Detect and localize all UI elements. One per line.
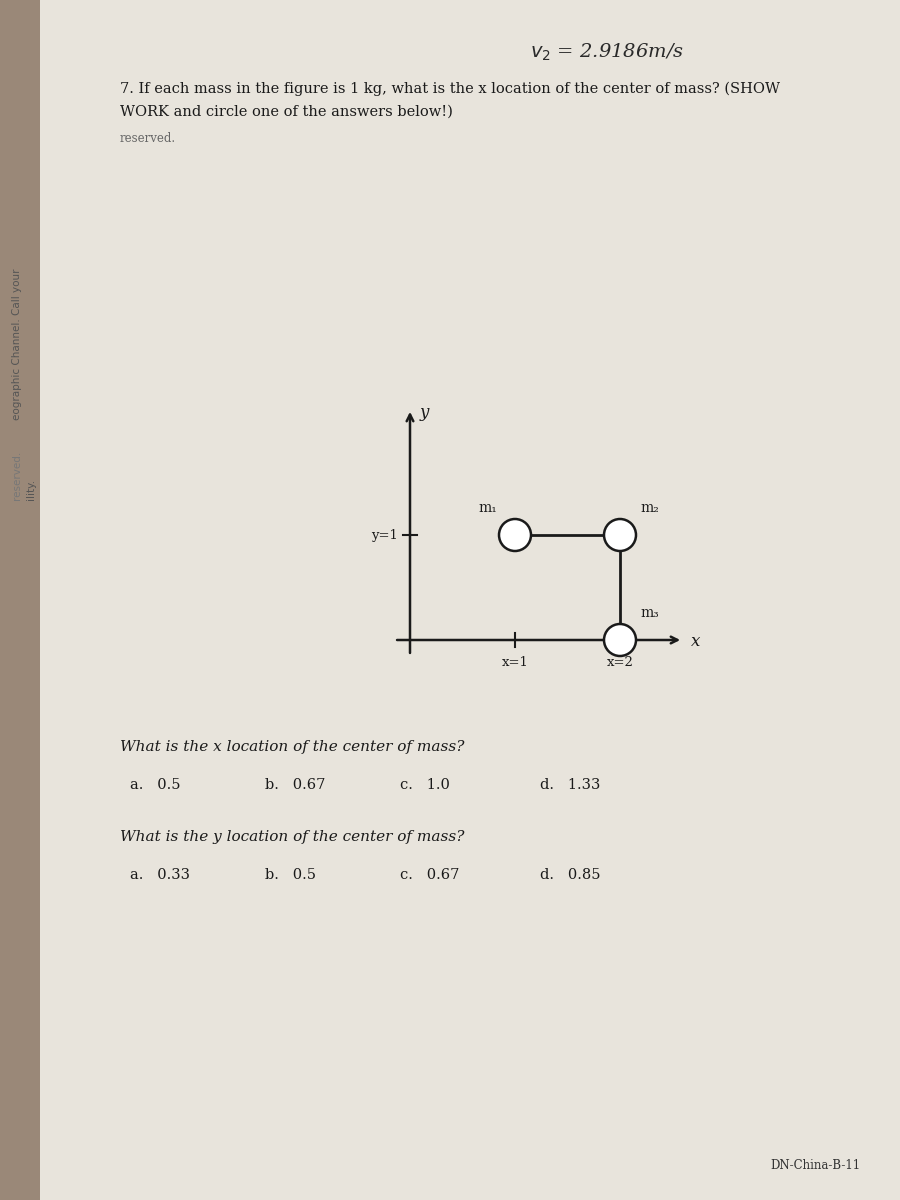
Text: a.   0.33: a. 0.33 xyxy=(130,868,190,882)
Circle shape xyxy=(499,518,531,551)
Text: y: y xyxy=(420,404,429,421)
Text: b.   0.67: b. 0.67 xyxy=(265,778,326,792)
Text: m₃: m₃ xyxy=(640,606,659,620)
Text: x=1: x=1 xyxy=(501,656,528,670)
Text: DN-China-B-11: DN-China-B-11 xyxy=(770,1159,860,1172)
Bar xyxy=(0,0,45,1200)
Text: m₁: m₁ xyxy=(478,502,497,515)
Text: c.   1.0: c. 1.0 xyxy=(400,778,450,792)
Text: d.   1.33: d. 1.33 xyxy=(540,778,600,792)
Text: eographic Channel. Call your: eographic Channel. Call your xyxy=(12,269,22,420)
Circle shape xyxy=(604,624,636,656)
Text: 7. If each mass in the figure is 1 kg, what is the x location of the center of m: 7. If each mass in the figure is 1 kg, w… xyxy=(120,82,780,96)
Text: d.   0.85: d. 0.85 xyxy=(540,868,600,882)
Text: y=1: y=1 xyxy=(371,528,398,541)
Text: a.   0.5: a. 0.5 xyxy=(130,778,181,792)
Text: x=2: x=2 xyxy=(607,656,634,670)
Circle shape xyxy=(604,518,636,551)
Text: m₂: m₂ xyxy=(640,502,659,515)
Text: reserved.: reserved. xyxy=(120,132,176,145)
Text: b.   0.5: b. 0.5 xyxy=(265,868,316,882)
Text: $v_2$ = 2.9186m/s: $v_2$ = 2.9186m/s xyxy=(530,42,684,64)
Text: ility.: ility. xyxy=(26,479,36,500)
Text: WORK and circle one of the answers below!): WORK and circle one of the answers below… xyxy=(120,104,453,119)
Text: What is the x location of the center of mass?: What is the x location of the center of … xyxy=(120,740,464,754)
Text: reserved.: reserved. xyxy=(12,451,22,500)
Text: x: x xyxy=(691,634,700,650)
Text: c.   0.67: c. 0.67 xyxy=(400,868,459,882)
Text: What is the y location of the center of mass?: What is the y location of the center of … xyxy=(120,830,464,844)
